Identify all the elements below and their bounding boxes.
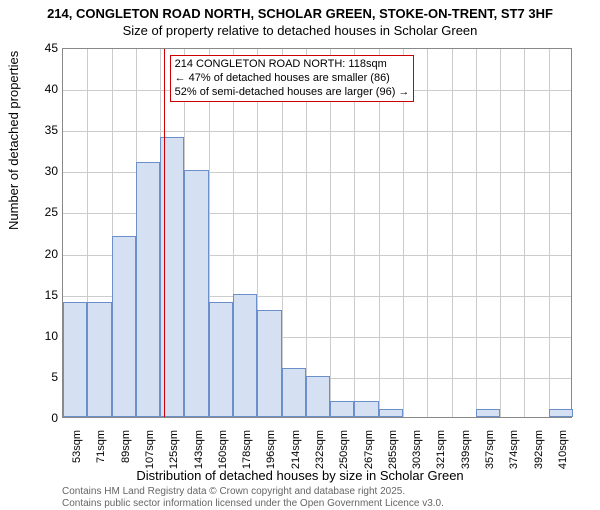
y-tick-label: 30	[28, 164, 58, 178]
histogram-bar	[136, 162, 160, 417]
y-tick-label: 15	[28, 288, 58, 302]
chart-title-address: 214, CONGLETON ROAD NORTH, SCHOLAR GREEN…	[0, 6, 600, 21]
footer-line-1: Contains HM Land Registry data © Crown c…	[62, 486, 444, 498]
annotation-line-2: ← 47% of detached houses are smaller (86…	[175, 72, 410, 86]
histogram-bar	[354, 401, 378, 417]
y-tick-label: 45	[28, 41, 58, 55]
y-tick-label: 35	[28, 123, 58, 137]
histogram-bar	[87, 302, 111, 417]
annotation-line-1: 214 CONGLETON ROAD NORTH: 118sqm	[175, 58, 410, 72]
gridline-vertical	[282, 49, 283, 417]
histogram-bar	[257, 310, 281, 417]
chart-footer-attribution: Contains HM Land Registry data © Crown c…	[62, 486, 444, 510]
gridline-vertical	[379, 49, 380, 417]
chart-plot-area: 214 CONGLETON ROAD NORTH: 118sqm← 47% of…	[62, 48, 572, 418]
y-tick-label: 20	[28, 247, 58, 261]
histogram-bar	[184, 170, 208, 417]
y-tick-label: 25	[28, 205, 58, 219]
gridline-vertical	[476, 49, 477, 417]
y-tick-label: 0	[28, 411, 58, 425]
histogram-bar	[476, 409, 500, 417]
histogram-bar	[209, 302, 233, 417]
gridline-vertical	[427, 49, 428, 417]
gridline-vertical	[549, 49, 550, 417]
annotation-box: 214 CONGLETON ROAD NORTH: 118sqm← 47% of…	[170, 55, 415, 102]
histogram-bar	[549, 409, 573, 417]
histogram-bar	[330, 401, 354, 417]
histogram-bar	[233, 294, 257, 417]
annotation-line-3: 52% of semi-detached houses are larger (…	[175, 86, 410, 100]
gridline-vertical	[354, 49, 355, 417]
y-tick-label: 10	[28, 329, 58, 343]
histogram-bar	[379, 409, 403, 417]
gridline-horizontal	[63, 131, 571, 132]
gridline-vertical	[403, 49, 404, 417]
gridline-vertical	[500, 49, 501, 417]
marker-line	[164, 49, 165, 417]
y-tick-label: 5	[28, 370, 58, 384]
gridline-vertical	[306, 49, 307, 417]
gridline-vertical	[330, 49, 331, 417]
histogram-bar	[63, 302, 87, 417]
chart-title-subtitle: Size of property relative to detached ho…	[0, 23, 600, 38]
y-axis-label: Number of detached properties	[6, 51, 21, 230]
gridline-vertical	[452, 49, 453, 417]
x-axis-label: Distribution of detached houses by size …	[0, 468, 600, 483]
gridline-vertical	[524, 49, 525, 417]
y-tick-label: 40	[28, 82, 58, 96]
histogram-bar	[112, 236, 136, 417]
histogram-bar	[306, 376, 330, 417]
histogram-bar	[282, 368, 306, 417]
